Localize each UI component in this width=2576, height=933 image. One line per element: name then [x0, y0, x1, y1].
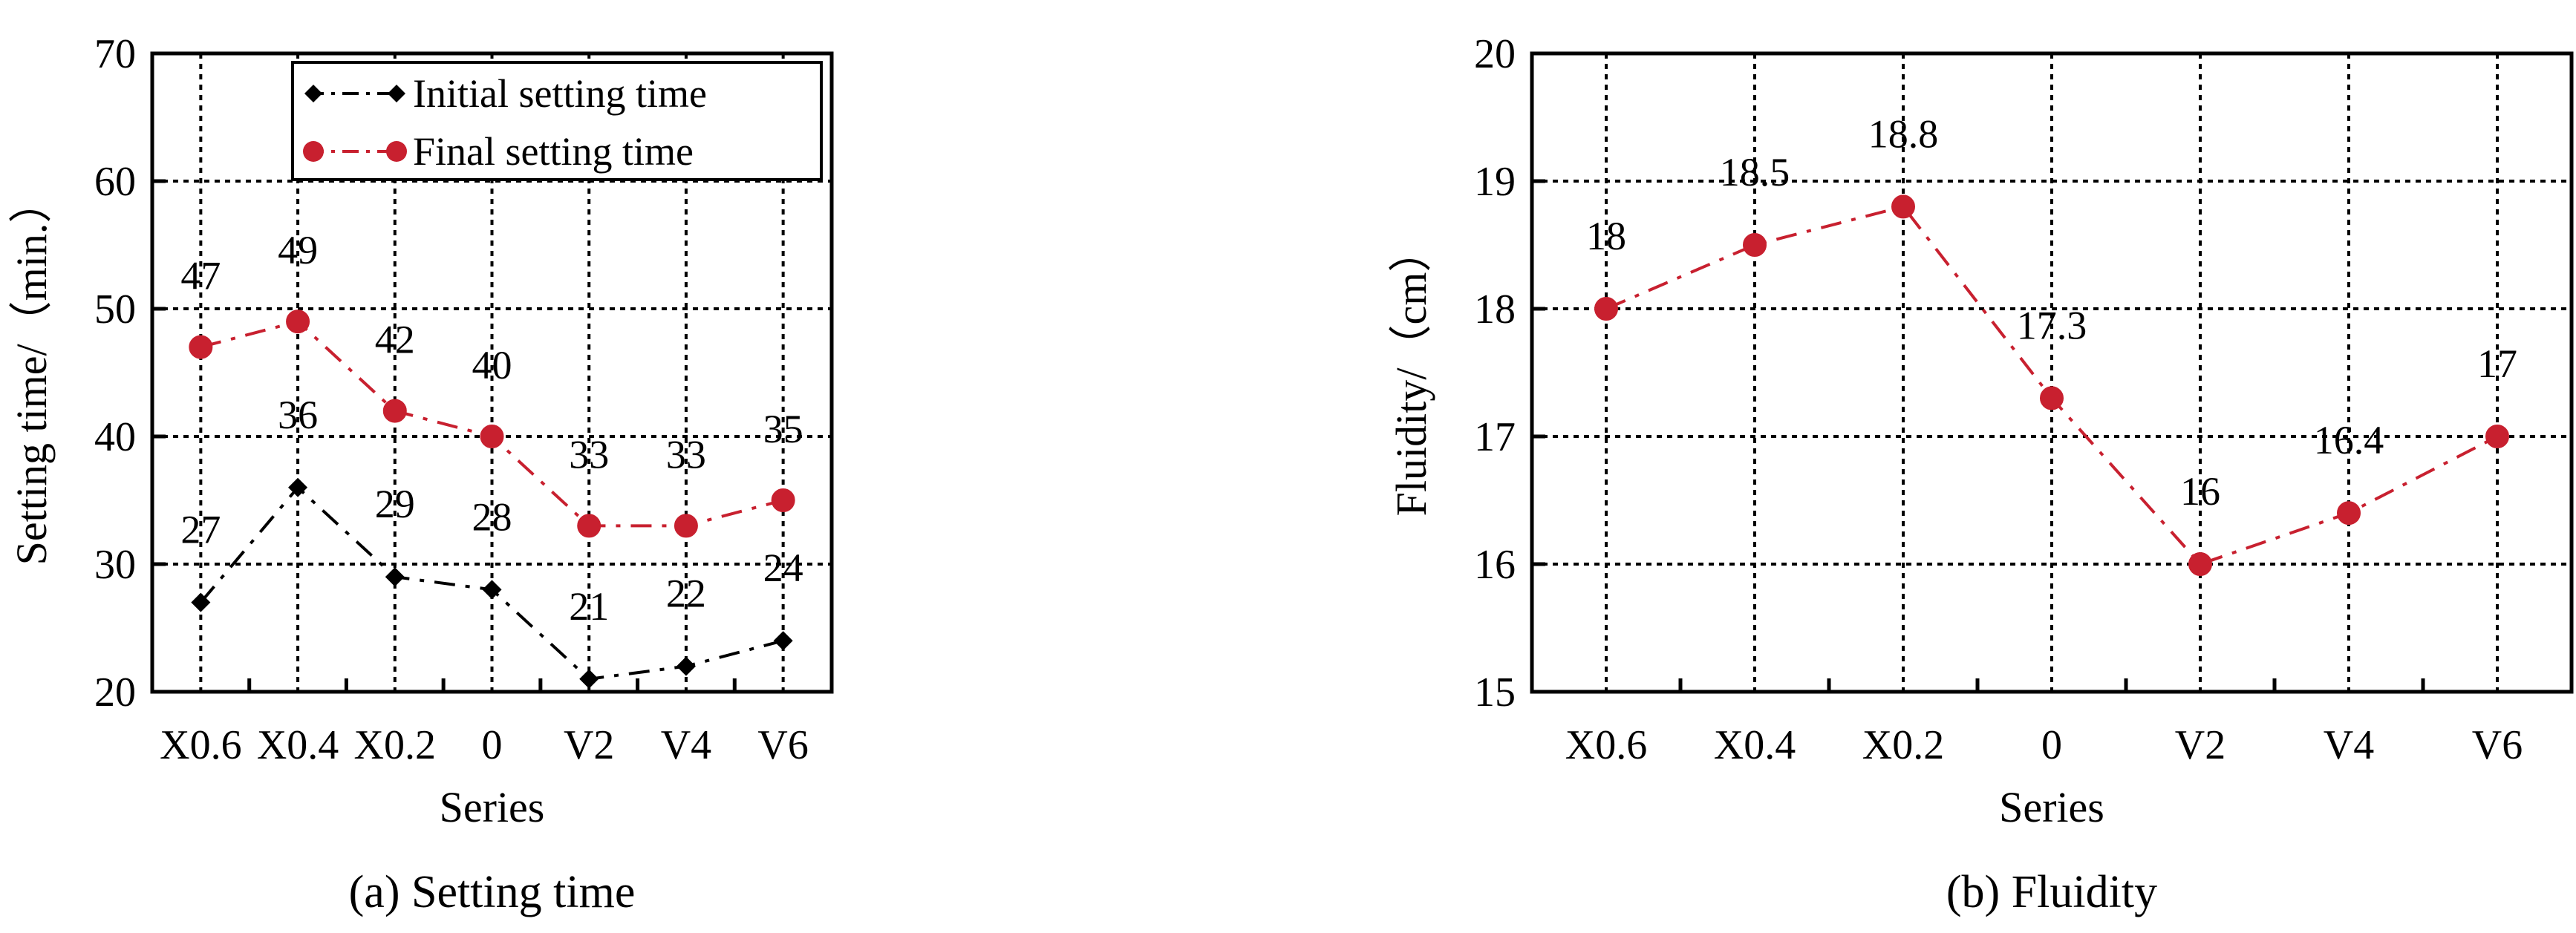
y-axis-title: Fluidity/（cm） [1387, 229, 1435, 517]
x-tick-label: V4 [2324, 722, 2374, 768]
x-tick-label: X0.6 [160, 722, 241, 768]
data-label: 16 [2180, 469, 2220, 514]
data-label: 36 [278, 393, 318, 437]
x-axis-title: Series [1999, 783, 2104, 831]
x-axis-title: Series [440, 783, 545, 831]
x-axis: X0.6 X0.4 X0.2 0 V2 V4 V6 [1565, 678, 2523, 768]
data-label: 24 [763, 546, 803, 590]
legend-marker [388, 85, 405, 102]
data-label: 16.4 [2314, 418, 2384, 462]
data-point [286, 310, 310, 334]
chart-caption: (a) Setting time [349, 867, 636, 917]
series-final-setting-time: 47 49 42 40 33 33 35 [180, 228, 803, 538]
legend: Initial setting time Final setting time [291, 61, 823, 181]
data-label: 17 [2477, 341, 2517, 386]
plot-area-frame [150, 51, 834, 694]
y-tick-label: 20 [94, 670, 136, 716]
data-point [1891, 194, 1915, 219]
data-point [2188, 552, 2212, 576]
data-label: 22 [666, 572, 706, 616]
x-tick-label: V2 [564, 722, 614, 768]
data-label: 35 [763, 407, 803, 451]
legend-marker [304, 85, 322, 102]
data-point [674, 514, 698, 538]
data-point [382, 399, 407, 423]
chart-caption: (b) Fluidity [1946, 867, 2157, 917]
legend-marker [303, 141, 324, 162]
data-point [1743, 233, 1767, 257]
legend-label: Initial setting time [413, 71, 707, 116]
data-point [288, 477, 308, 497]
y-axis: 20 30 40 50 60 70 [94, 31, 166, 716]
y-tick-label: 60 [94, 159, 136, 205]
data-point [771, 488, 795, 512]
x-tick-label: V6 [757, 722, 808, 768]
series-line [1605, 205, 2498, 566]
y-axis-title: Setting time/（min.） [7, 180, 56, 566]
y-tick-label: 40 [94, 414, 136, 460]
y-tick-label: 16 [1474, 542, 1516, 588]
x-tick-label: X0.6 [1565, 722, 1647, 768]
x-tick-label: V4 [661, 722, 711, 768]
legend-marker [386, 141, 407, 162]
data-label: 47 [180, 254, 221, 298]
fluidity-chart: 15 16 17 18 19 20 X0.6 X0.4 X0.2 0 V2 V4 V6 Series Flu… [1387, 31, 2574, 917]
data-label: 28 [472, 494, 512, 539]
x-tick-label: V6 [2472, 722, 2523, 768]
data-label: 18.8 [1868, 111, 1939, 156]
data-label: 21 [569, 584, 609, 629]
y-tick-label: 17 [1474, 414, 1516, 460]
x-tick-label: X0.2 [1862, 722, 1944, 768]
series-initial-setting-time: 27 36 29 28 21 22 24 [180, 393, 803, 689]
x-tick-label: X0.4 [1714, 722, 1796, 768]
data-label: 33 [666, 432, 706, 477]
y-tick-label: 30 [94, 542, 136, 588]
plot-area-frame [1530, 51, 2574, 694]
data-point [189, 335, 213, 359]
data-label: 17.3 [2017, 303, 2087, 347]
data-point [2337, 501, 2361, 526]
data-point [191, 592, 211, 612]
x-axis: X0.6 X0.4 X0.2 0 V2 V4 V6 [160, 678, 809, 768]
data-label: 49 [278, 228, 318, 272]
data-label: 27 [180, 508, 221, 552]
data-point [482, 580, 502, 600]
data-label: 40 [472, 343, 512, 387]
y-tick-label: 20 [1474, 31, 1516, 77]
setting-time-chart: 20 30 40 50 60 70 X0.6 X0.4 X0.2 0 V2 V4 V6 Series Set… [7, 31, 834, 917]
data-label: 42 [375, 318, 415, 362]
data-label: 18.5 [1720, 150, 1790, 194]
data-point [2485, 425, 2509, 448]
data-label: 18 [1586, 214, 1626, 258]
legend-label: Final setting time [413, 129, 694, 174]
data-label: 33 [569, 432, 609, 477]
data-label: 29 [375, 482, 415, 526]
data-point [480, 425, 504, 448]
x-tick-label: 0 [482, 722, 503, 768]
y-axis: 15 16 17 18 19 20 [1474, 31, 1545, 716]
data-point [385, 567, 405, 587]
y-tick-label: 70 [94, 31, 136, 77]
data-point [773, 631, 793, 651]
data-point [577, 514, 601, 538]
x-tick-label: X0.4 [257, 722, 339, 768]
data-point [579, 669, 599, 689]
series-fluidity: 18 18.5 18.8 17.3 16 16.4 17 [1586, 111, 2517, 576]
grid [1532, 53, 2572, 692]
x-tick-label: X0.2 [354, 722, 436, 768]
x-tick-label: V2 [2175, 722, 2226, 768]
data-point [2040, 386, 2064, 410]
y-tick-label: 50 [94, 287, 136, 333]
y-tick-label: 19 [1474, 159, 1516, 205]
x-tick-label: 0 [2041, 722, 2062, 768]
data-point [676, 656, 696, 676]
y-tick-label: 15 [1474, 670, 1516, 716]
legend-box [291, 61, 823, 181]
data-point [1594, 297, 1618, 321]
y-tick-label: 18 [1474, 287, 1516, 333]
